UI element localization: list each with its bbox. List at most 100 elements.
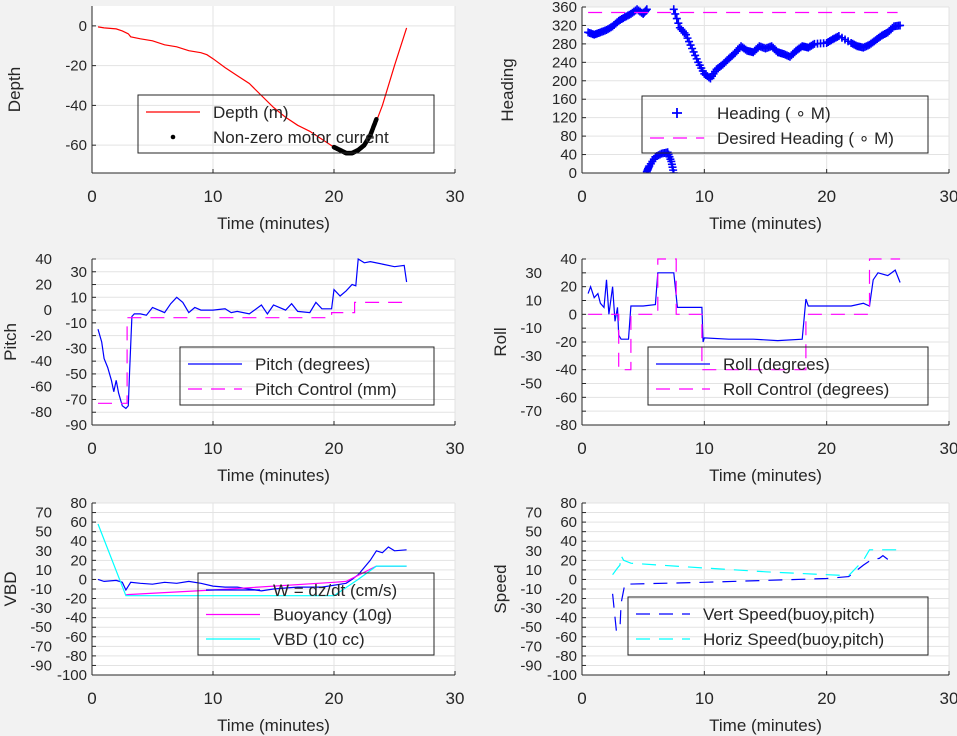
legend-label: Heading ( ∘ M) (717, 104, 831, 123)
y-tick-label: -50 (65, 366, 87, 383)
series-1 (588, 258, 901, 371)
y-tick-label: -60 (30, 379, 52, 396)
y-tick-label: 30 (525, 543, 542, 560)
x-tick-label: 10 (204, 689, 223, 708)
series-line (588, 258, 901, 371)
legend-label: VBD (10 cc) (273, 630, 365, 649)
y-tick-label: -30 (520, 348, 542, 365)
x-tick-label: 20 (325, 439, 344, 458)
x-tick-label: 20 (817, 439, 836, 458)
series-1 (612, 549, 901, 577)
x-tick-label: 20 (325, 187, 344, 206)
subplot-vbd: 0 10 20 30-100-90-80-70-60-50-40-30-20-1001… (1, 495, 464, 735)
y-tick-label: -40 (65, 610, 87, 627)
legend-box (627, 596, 929, 656)
x-tick-label: 20 (325, 689, 344, 708)
y-tick-label: -20 (65, 591, 87, 608)
data-point (672, 14, 681, 23)
legend-label: Desired Heading ( ∘ M) (717, 129, 894, 148)
x-axis-label: Time (minutes) (709, 214, 822, 233)
y-axis-label: VBD (1, 572, 20, 607)
y-tick-label: -20 (555, 334, 577, 351)
legend-label: Depth (m) (213, 103, 289, 122)
x-axis-label: Time (minutes) (709, 466, 822, 485)
legend: Depth (m) Non-zero motor current (137, 94, 435, 154)
legend-label: W = dz/dt (cm/s) (273, 581, 397, 600)
y-tick-label: 30 (70, 264, 87, 281)
y-tick-label: -50 (30, 619, 52, 636)
subplot-speed: 0 10 20 30-100-90-80-70-60-50-40-30-20-1001… (491, 495, 957, 735)
y-tick-label: 50 (525, 524, 542, 541)
y-tick-label: 320 (552, 17, 577, 34)
y-tick-label: 60 (560, 514, 577, 531)
x-tick-label: 10 (204, 187, 223, 206)
legend-box (641, 95, 929, 154)
y-tick-label: -40 (65, 97, 87, 114)
y-tick-label: -90 (65, 417, 87, 434)
y-tick-label: 40 (35, 251, 52, 268)
y-tick-label: -40 (555, 610, 577, 627)
y-tick-label: 10 (525, 293, 542, 310)
y-tick-label: 70 (525, 505, 542, 522)
legend-label: Horiz Speed(buoy,pitch) (703, 630, 884, 649)
y-tick-label: 10 (35, 562, 52, 579)
y-tick-label: 80 (560, 495, 577, 512)
y-tick-label: -80 (65, 648, 87, 665)
y-tick-label: 0 (569, 306, 577, 323)
y-tick-label: -100 (547, 667, 577, 684)
legend-label: Pitch (degrees) (255, 355, 370, 374)
series-line (97, 523, 407, 597)
y-tick-label: -50 (520, 376, 542, 393)
x-tick-label: 20 (817, 187, 836, 206)
y-tick-label: 0 (79, 18, 87, 35)
x-tick-label: 0 (87, 689, 96, 708)
y-tick-label: -10 (520, 320, 542, 337)
data-point (374, 117, 379, 122)
y-tick-label: 0 (569, 165, 577, 182)
x-tick-label: 0 (577, 689, 586, 708)
y-tick-label: -70 (65, 391, 87, 408)
x-tick-label: 10 (695, 689, 714, 708)
data-point (680, 28, 689, 37)
y-tick-label: 40 (560, 251, 577, 268)
y-tick-label: 20 (35, 277, 52, 294)
y-tick-label: -70 (520, 638, 542, 655)
legend: Vert Speed(buoy,pitch) Horiz Speed(buoy,p… (627, 596, 929, 656)
subplot-depth: 0 10 20 30 -60 -40 -20 0 Time (minutes) Depth Dept… (5, 6, 464, 233)
y-tick-label: -80 (555, 417, 577, 434)
data-point (808, 40, 817, 49)
y-axis-label: Roll (491, 327, 510, 356)
legend-marker (672, 108, 682, 118)
series-1 (98, 301, 405, 404)
y-tick-label: 240 (552, 54, 577, 71)
y-tick-label: -30 (65, 340, 87, 357)
y-tick-label: 10 (525, 562, 542, 579)
series-0 (97, 257, 408, 410)
legend-box (197, 572, 435, 656)
y-tick-label: 30 (525, 265, 542, 282)
y-tick-label: 360 (552, 0, 577, 16)
y-tick-label: 70 (35, 505, 52, 522)
series-line (97, 257, 408, 410)
series-line (98, 301, 405, 404)
y-tick-label: 50 (35, 524, 52, 541)
y-tick-label: 0 (79, 571, 87, 588)
y-tick-label: 40 (70, 533, 87, 550)
y-tick-label: 30 (35, 543, 52, 560)
y-tick-label: -20 (30, 328, 52, 345)
x-tick-label: 30 (446, 439, 465, 458)
data-point (641, 6, 650, 15)
y-tick-label: -50 (520, 619, 542, 636)
y-axis-label: Pitch (1, 323, 20, 361)
x-tick-label: 10 (695, 187, 714, 206)
y-tick-label: -20 (555, 591, 577, 608)
y-tick-label: -70 (520, 403, 542, 420)
legend-label: Vert Speed(buoy,pitch) (703, 605, 875, 624)
data-point (669, 169, 678, 173)
y-axis-label: Heading (498, 58, 517, 121)
y-tick-label: -90 (30, 657, 52, 674)
series-0 (584, 5, 905, 173)
data-point (896, 21, 905, 30)
y-tick-label: -90 (520, 657, 542, 674)
